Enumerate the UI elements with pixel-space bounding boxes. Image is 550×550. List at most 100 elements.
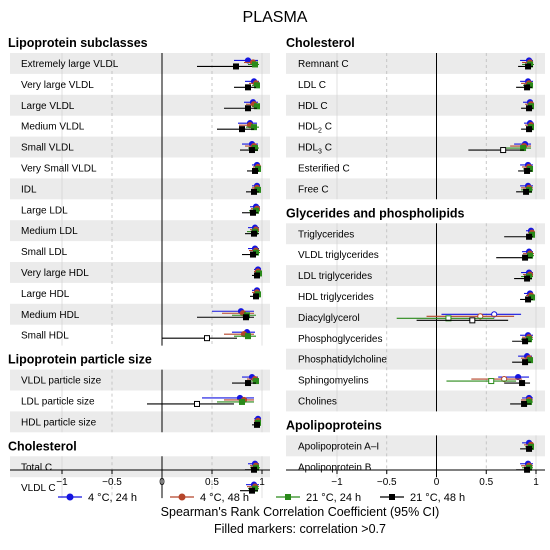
- point-marker: [250, 209, 256, 216]
- legend-item: 4 °C, 24 h: [58, 492, 137, 504]
- row-label: HDL C: [298, 101, 328, 112]
- point-marker: [254, 82, 260, 89]
- row-label: Very large VLDL: [21, 80, 94, 91]
- row-label: Apolipoprotein B: [298, 462, 372, 473]
- point-marker: [491, 311, 498, 318]
- row-band: [10, 136, 270, 158]
- row-label: Medium LDL: [21, 226, 78, 237]
- row-band: [10, 369, 270, 391]
- row-band: [286, 306, 545, 328]
- row-label: Small VLDL: [21, 143, 74, 154]
- point-marker: [525, 63, 532, 70]
- x-axis-left: −1 −0.5 0 0.5 1: [10, 469, 270, 488]
- row-label: Very Small VLDL: [21, 163, 97, 174]
- legend-label: 4 °C, 24 h: [88, 492, 137, 504]
- row-band: [10, 178, 270, 200]
- point-marker: [252, 61, 258, 68]
- row-label: LDL C: [298, 80, 326, 91]
- point-marker: [239, 398, 245, 405]
- point-marker: [233, 63, 239, 70]
- legend-item: 21 °C, 24 h: [276, 492, 361, 504]
- point-marker: [244, 57, 252, 64]
- legend-marker: [285, 494, 291, 500]
- point-marker: [477, 313, 484, 320]
- row-label: Small HDL: [21, 331, 69, 342]
- point-marker: [501, 375, 508, 383]
- point-marker: [524, 84, 531, 91]
- point-marker: [245, 84, 251, 91]
- point-marker: [245, 380, 251, 387]
- row-label: Large LDL: [21, 205, 68, 216]
- row-label: Remnant C: [298, 59, 349, 70]
- row-label: Triglycerides: [298, 229, 354, 240]
- legend-label: 4 °C, 48 h: [200, 492, 249, 504]
- tick-label: 0.5: [205, 477, 219, 488]
- tick-label: −0.5: [102, 477, 122, 488]
- point-marker: [243, 314, 249, 321]
- legend-marker: [66, 493, 74, 501]
- panels: Lipoprotein subclasses Extremely large VL…: [8, 36, 545, 499]
- point-marker: [525, 296, 532, 303]
- row-band: [286, 178, 545, 200]
- row-label: HDL particle size: [21, 417, 97, 428]
- legend: 4 °C, 24 h 4 °C, 48 h 21 °C, 24 h 21 °C, 48…: [58, 492, 465, 504]
- point-marker: [521, 400, 528, 407]
- section-0-1: Lipoprotein particle size VLDL particle s…: [8, 353, 270, 433]
- row-label: Extremely large VLDL: [21, 59, 119, 70]
- point-marker: [522, 359, 529, 366]
- row-label: Large VLDL: [21, 101, 75, 112]
- row-band: [286, 223, 545, 245]
- row-label: Diacylglycerol: [298, 313, 360, 324]
- point-marker: [251, 188, 257, 195]
- point-marker: [469, 317, 476, 324]
- row-label: Phosphoglycerides: [298, 334, 383, 345]
- point-marker: [253, 293, 259, 300]
- tick-label: 1: [259, 477, 265, 488]
- tick-label: 0: [159, 477, 165, 488]
- row-label: HDL triglycerides: [298, 292, 374, 303]
- point-marker: [249, 147, 255, 154]
- figure-title: PLASMA: [243, 9, 308, 26]
- legend-label: 21 °C, 24 h: [306, 492, 361, 504]
- section-1-0: Cholesterol Remnant C LDL C HDL C HDL2 C HDL3…: [286, 36, 545, 200]
- row-band: [10, 53, 270, 74]
- point-marker: [519, 380, 526, 387]
- row-band: [286, 53, 545, 74]
- tick-label: −0.5: [377, 477, 397, 488]
- point-marker: [524, 167, 531, 174]
- row-band: [10, 456, 270, 478]
- point-marker: [194, 400, 200, 407]
- row-label: Esterified C: [298, 163, 350, 174]
- point-marker: [245, 105, 251, 112]
- row-label: Medium HDL: [21, 310, 80, 321]
- point-marker: [526, 233, 533, 240]
- x-axis-right: −1 −0.5 0 0.5 1: [286, 469, 545, 488]
- row-label: Phosphatidylcholine: [298, 355, 387, 366]
- row-label: LDL particle size: [21, 396, 95, 407]
- point-marker: [239, 126, 245, 133]
- point-marker: [500, 147, 507, 154]
- legend-item: 21 °C, 48 h: [380, 492, 465, 504]
- row-label: HDL3 C: [298, 143, 332, 156]
- row-band: [10, 262, 270, 283]
- row-band: [10, 303, 270, 325]
- row-band: [286, 435, 545, 457]
- point-marker: [249, 487, 255, 494]
- point-marker: [251, 230, 257, 237]
- section-1-1: Glycerides and phospholipids Triglyceride…: [286, 206, 545, 412]
- section-title: Apolipoproteins: [286, 418, 382, 432]
- section-0-2: Cholesterol Total C VLDL C: [8, 439, 270, 499]
- point-marker: [254, 421, 260, 428]
- row-label: Apolipoprotein A–I: [298, 441, 379, 452]
- row-label: Sphingomyelins: [298, 376, 369, 387]
- x-axis-title: Spearman's Rank Correlation Coefficient …: [161, 505, 440, 519]
- row-band: [286, 136, 545, 158]
- section-title: Cholesterol: [8, 439, 77, 453]
- tick-label: 0: [434, 477, 440, 488]
- section-title: Cholesterol: [286, 36, 355, 50]
- row-band: [10, 411, 270, 433]
- point-marker: [250, 251, 256, 258]
- row-label: Total C: [21, 462, 52, 473]
- row-label: VLDL C: [21, 483, 56, 494]
